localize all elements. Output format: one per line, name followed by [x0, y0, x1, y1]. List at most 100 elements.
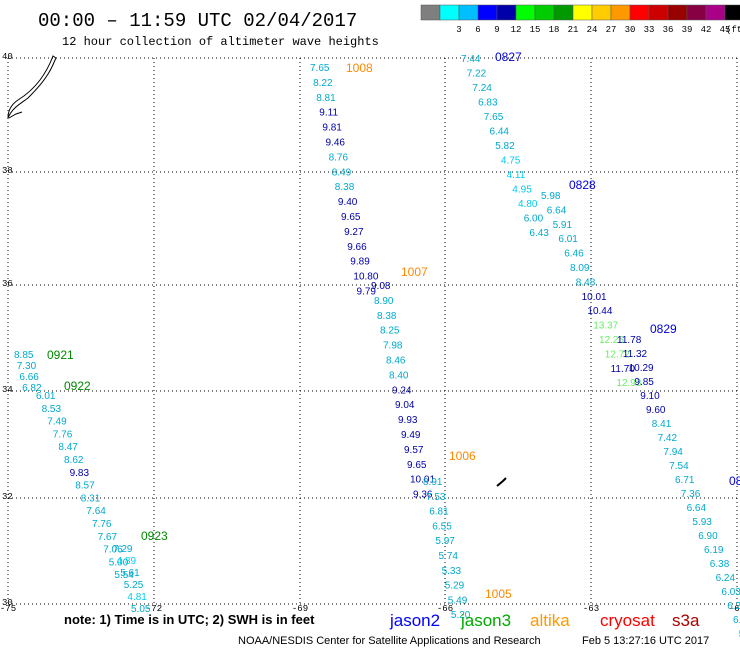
- map-title: 00:00 – 11:59 UTC 02/04/2017: [38, 10, 357, 32]
- pass-time-label: 1005: [485, 587, 512, 601]
- wave-height-value: 6.55: [432, 521, 452, 532]
- legend-swatch: [667, 4, 688, 21]
- legend-tick-label: 21: [568, 25, 579, 35]
- wave-height-value: 9.81: [322, 123, 342, 134]
- pass-time-label: 1007: [401, 265, 428, 279]
- legend-tick-label: 9: [494, 25, 499, 35]
- axis-tick-labels: -75 -72 -69 -66 -63 -60 40 38 36 34 32 30: [0, 52, 740, 614]
- pass-time-label: 0828: [569, 178, 596, 192]
- wave-height-value: 7.06: [103, 545, 123, 556]
- wave-height-value: 6.19: [704, 545, 724, 556]
- footer-timestamp: Feb 5 13:27:16 UTC 2017: [582, 635, 709, 647]
- wave-height-value: 7.30: [17, 361, 37, 372]
- legend-swatch: [534, 4, 555, 21]
- wave-height-value: 8.57: [75, 481, 95, 492]
- wave-height-value: 9.89: [350, 257, 370, 268]
- legend-swatch: [477, 4, 498, 21]
- wave-height-value: 5.98: [541, 191, 561, 202]
- legend-swatch: [610, 4, 631, 21]
- longitude-tick-label: -66: [437, 604, 453, 614]
- wave-height-value: 11.70: [611, 364, 636, 375]
- wave-height-value: 8.38: [377, 311, 397, 322]
- legend-tick-label: 12: [511, 25, 522, 35]
- wave-height-value: 5.: [739, 629, 740, 640]
- wave-height-value: 7.44: [461, 54, 481, 65]
- wave-height-value: 5.00: [109, 557, 129, 568]
- wave-height-value: 7.65: [484, 112, 504, 123]
- wave-height-value: 5.25: [124, 580, 144, 591]
- altimeter-passes: 1008 7.65 8.22 8.81 9.11 9.81 9.46 8.76 8.49 8.38…: [14, 50, 740, 640]
- wave-height-value: 7.36: [681, 489, 701, 500]
- satellite-name: cryosat: [600, 611, 655, 630]
- wave-height-value: 9.93: [398, 415, 418, 426]
- pass-time-label: 1008: [346, 61, 373, 75]
- wave-height-value: 8.91: [423, 477, 443, 488]
- wave-height-value: 9.46: [326, 138, 346, 149]
- wave-height-value: 9.27: [344, 227, 364, 238]
- legend-tick-label: 27: [606, 25, 617, 35]
- wave-height-value: 6.01: [36, 391, 56, 402]
- wave-height-value: 6.83: [478, 98, 498, 109]
- wave-height-value: 8.90: [374, 296, 394, 307]
- wave-height-value: 6.44: [490, 127, 510, 138]
- wave-height-value: 6.64: [547, 205, 567, 216]
- wave-height-value: 9.36: [413, 490, 433, 501]
- wave-height-value: 4.80: [518, 199, 538, 210]
- legend-swatch: [724, 4, 740, 21]
- longitude-tick-label: -69: [292, 604, 308, 614]
- wave-height-value: 7.76: [92, 519, 112, 530]
- wave-height-value: 8.09: [570, 263, 590, 274]
- wave-height-value: 5.97: [435, 536, 455, 547]
- wave-height-value: 9.83: [70, 468, 90, 479]
- wave-height-value: 5.20: [451, 610, 471, 621]
- wave-height-value: 8.22: [313, 78, 333, 89]
- wave-height-value: 6.64: [687, 503, 707, 514]
- satellite-name: altika: [530, 611, 570, 630]
- wave-height-value: 6.46: [564, 249, 584, 260]
- latitude-tick-label: 40: [2, 52, 13, 62]
- wave-height-value: 11.78: [617, 335, 642, 346]
- wave-height-value: 6.00: [524, 214, 544, 225]
- pass-time-label: 1006: [449, 449, 476, 463]
- wave-height-value: 8.49: [332, 167, 352, 178]
- legend-swatch: [439, 4, 460, 21]
- wave-height-value: 9.57: [404, 445, 424, 456]
- legend-swatch: [629, 4, 650, 21]
- legend-tick-label: 42: [701, 25, 712, 35]
- bermuda-island: [496, 477, 507, 487]
- wave-height-value: 7.76: [53, 429, 73, 440]
- wave-height-value: 5.93: [692, 517, 712, 528]
- footer-credit: NOAA/NESDIS Center for Satellite Applica…: [238, 635, 541, 647]
- latitude-tick-label: 38: [2, 166, 13, 176]
- legend-unit: (ft): [726, 25, 740, 35]
- wave-height-value: 8.53: [42, 404, 62, 415]
- wave-height-value: 8.85: [14, 350, 34, 361]
- legend-tick-label: 39: [682, 25, 693, 35]
- latitude-tick-label: 34: [2, 385, 13, 395]
- wave-height-value: 9.11: [319, 108, 338, 119]
- wave-height-value: 5.74: [439, 551, 459, 562]
- legend-swatch: [705, 4, 726, 21]
- wave-height-value: 7.42: [658, 433, 678, 444]
- wave-height-value: 5.82: [495, 141, 515, 152]
- wave-height-value: 7.49: [47, 417, 67, 428]
- lat-lon-grid: [7, 57, 738, 605]
- wave-height-value: 9.66: [347, 242, 367, 253]
- wave-height-value: 10.80: [353, 272, 378, 283]
- satellite-name: jason3: [460, 611, 511, 630]
- legend-tick-label: 45: [720, 25, 731, 35]
- wave-height-value: 7.54: [669, 461, 689, 472]
- wave-height-value: 9.08: [371, 281, 391, 292]
- wave-height-value: 7.67: [98, 532, 118, 543]
- legend-swatch: [515, 4, 536, 21]
- satellite-name: s3a: [672, 611, 700, 630]
- wave-height-value: 6.5: [733, 615, 740, 626]
- wave-height-value: 6.71: [675, 475, 695, 486]
- wave-height-value: 6.24: [716, 573, 736, 584]
- wave-height-value: 8.25: [380, 326, 400, 337]
- wave-height-value: 8.41: [652, 419, 672, 430]
- legend-tick-label: 18: [549, 25, 560, 35]
- wave-height-value: 7.22: [467, 69, 487, 80]
- wave-height-value: 9.10: [640, 391, 660, 402]
- legend-tick-label: 15: [530, 25, 541, 35]
